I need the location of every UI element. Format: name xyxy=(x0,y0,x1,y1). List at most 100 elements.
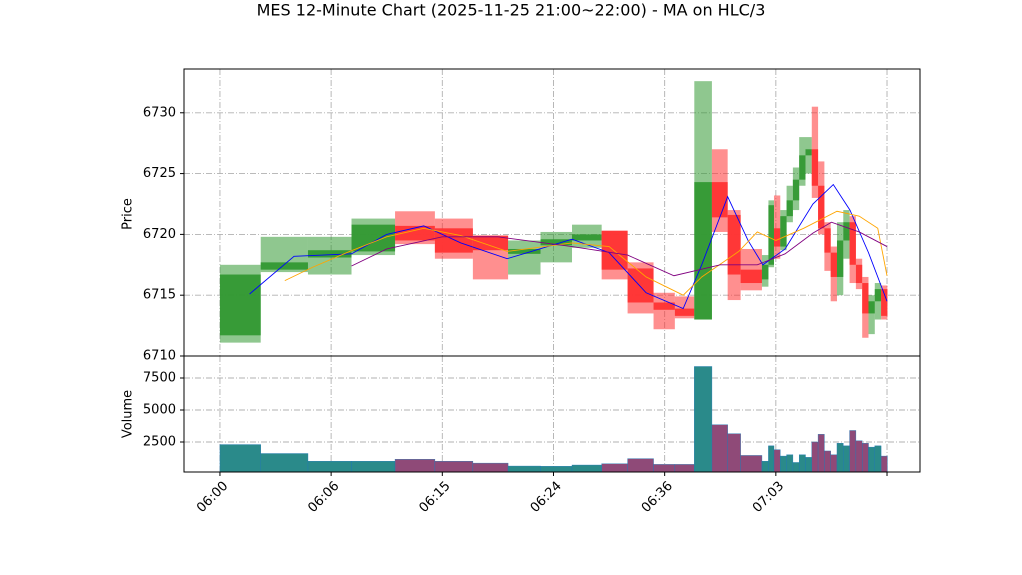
candle-body xyxy=(572,234,602,241)
candle-body xyxy=(773,228,781,247)
candle-wick xyxy=(805,137,812,174)
y-axis-label: Price xyxy=(121,198,136,230)
volume-bar xyxy=(817,434,825,473)
volume-bar xyxy=(601,463,628,473)
volume-bar xyxy=(880,455,888,473)
candle-body xyxy=(824,228,831,253)
candle-body xyxy=(862,283,869,314)
candle-body xyxy=(601,230,628,270)
candle-body xyxy=(818,185,825,229)
volume-bar xyxy=(830,454,838,473)
volume-bar xyxy=(773,449,781,473)
y-tick-label: 6725 xyxy=(143,166,176,181)
candle-body xyxy=(219,274,261,336)
candle-body xyxy=(761,264,769,280)
volume-bar xyxy=(627,458,654,473)
volume-bar xyxy=(740,455,763,473)
x-tick-label: 06:00 xyxy=(194,479,231,516)
volume-bar xyxy=(824,450,831,473)
volume-tick-label: 2500 xyxy=(143,435,176,450)
candle-body xyxy=(508,248,541,254)
candle-body xyxy=(395,225,435,241)
moving-average xyxy=(351,221,888,277)
candle-body xyxy=(843,222,850,241)
candle-body xyxy=(855,264,863,284)
candle-body xyxy=(727,214,741,275)
volume-bar xyxy=(768,445,775,473)
volume-bar xyxy=(798,454,806,473)
volume-bar xyxy=(394,459,436,473)
price-frame xyxy=(183,68,921,357)
candle-body xyxy=(874,289,882,302)
x-tick-label: 06:15 xyxy=(417,479,454,516)
x-tick-label: 07:03 xyxy=(750,479,787,516)
candle-body xyxy=(830,252,837,277)
candle-body xyxy=(792,179,800,201)
volume-bar xyxy=(260,453,309,473)
y-tick-label: 6730 xyxy=(143,105,176,120)
volume-bar xyxy=(540,466,573,473)
volume-bar xyxy=(472,462,509,473)
volume-bar xyxy=(507,465,541,473)
volume-bar xyxy=(653,464,676,473)
candle-body xyxy=(260,262,308,270)
candle-body xyxy=(836,240,844,277)
y-tick-label: 6710 xyxy=(143,349,176,364)
candle-body xyxy=(780,216,787,247)
volume-bar xyxy=(855,440,863,473)
volume-bar xyxy=(836,443,844,473)
volume-bar xyxy=(219,444,261,473)
volume-bar xyxy=(811,441,819,473)
candle-body xyxy=(805,149,812,156)
moving-average xyxy=(249,183,888,310)
moving-average xyxy=(284,210,888,296)
candle-body xyxy=(786,200,793,217)
volume-bar xyxy=(843,445,850,473)
volume-bar xyxy=(711,424,728,473)
x-tick-label: 06:24 xyxy=(528,479,565,516)
y-tick-label: 6715 xyxy=(143,288,176,303)
volume-bar xyxy=(761,460,769,473)
volume-bar xyxy=(805,457,812,473)
x-tick-label: 06:36 xyxy=(639,479,676,516)
candle-body xyxy=(849,222,856,265)
candle-wick xyxy=(773,195,781,259)
candle-body xyxy=(434,228,473,253)
candle-body xyxy=(740,269,762,284)
volume-bar xyxy=(571,464,602,473)
volume-bar xyxy=(351,460,396,473)
volume-frame xyxy=(183,355,921,473)
candle-wick xyxy=(653,292,675,330)
candle-body xyxy=(540,239,573,246)
candle-body xyxy=(627,268,654,303)
volume-bar xyxy=(792,462,800,473)
volume-axis-label: Volume xyxy=(121,390,136,438)
volume-bar xyxy=(674,464,695,473)
volume-bar xyxy=(849,430,857,473)
volume-bar xyxy=(874,445,882,473)
volume-bar xyxy=(868,446,875,473)
candle-body xyxy=(307,250,352,258)
candle-wick xyxy=(874,283,882,320)
candle-body xyxy=(811,149,819,186)
volume-bar xyxy=(434,460,474,473)
candle-body xyxy=(653,302,675,310)
volume-tick-label: 5000 xyxy=(143,403,176,418)
candle-body xyxy=(799,155,806,180)
candle-body xyxy=(694,182,712,320)
candle-body xyxy=(711,182,728,218)
y-tick-label: 6720 xyxy=(143,227,176,242)
volume-bar xyxy=(861,443,869,473)
marks xyxy=(219,81,888,473)
candle-body xyxy=(768,205,774,265)
candle-body xyxy=(351,224,396,252)
volume-bar xyxy=(694,366,713,473)
candle-body xyxy=(881,289,888,316)
candle-body xyxy=(868,301,875,314)
chart-title: MES 12-Minute Chart (2025-11-25 21:00~22… xyxy=(257,1,766,20)
volume-bar xyxy=(307,460,352,473)
volume-bar xyxy=(786,454,794,473)
candle-body xyxy=(472,235,509,251)
